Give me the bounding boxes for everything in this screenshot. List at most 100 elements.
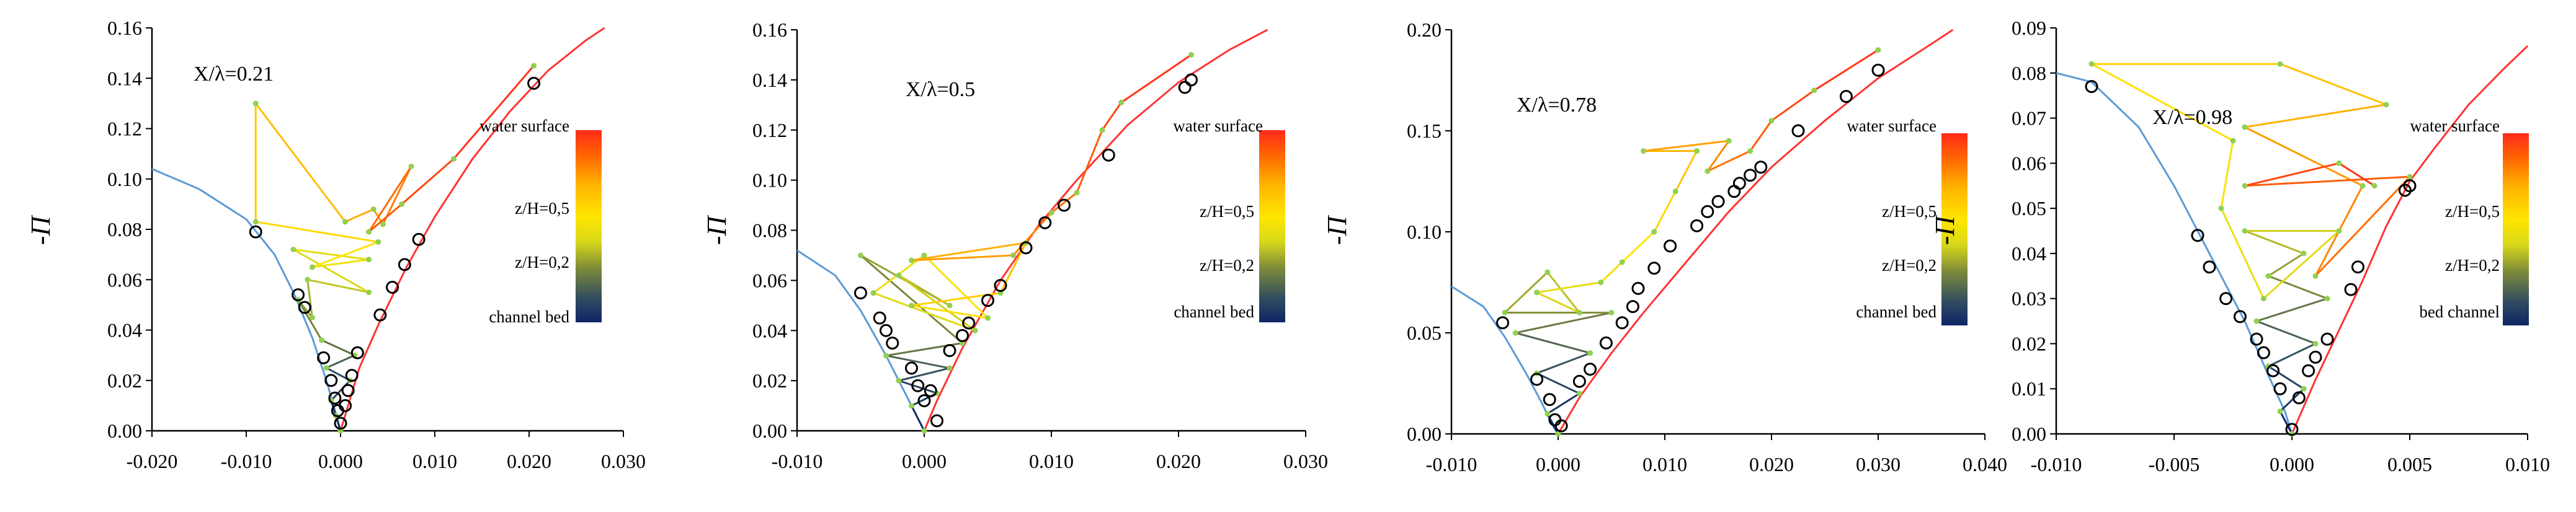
profile-point — [1641, 148, 1647, 154]
data-marker — [1572, 374, 1586, 388]
panel-title: X/λ=0.5 — [906, 78, 975, 101]
profile-point — [252, 219, 259, 225]
profile-point — [2242, 183, 2248, 189]
y-tick-label: 0.08 — [107, 218, 142, 241]
profile-point — [1587, 350, 1593, 356]
profile-point — [408, 163, 414, 169]
y-tick-label: 0.06 — [752, 269, 787, 291]
profile-point — [1619, 259, 1625, 265]
profile-point — [1555, 431, 1561, 437]
data-marker — [2266, 364, 2280, 377]
profile-segment — [293, 249, 369, 261]
data-marker — [1839, 90, 1853, 104]
x-tick-label: -0.005 — [2149, 453, 2200, 475]
profile-point — [1811, 87, 1817, 94]
profile-point — [2336, 160, 2342, 166]
colorbar-low-label: z/H=0,2 — [2445, 256, 2500, 275]
profile-segment — [326, 354, 355, 369]
data-marker — [1727, 185, 1741, 198]
data-marker — [2320, 332, 2334, 346]
profile-point — [375, 239, 381, 245]
y-tick-label: 0.09 — [2012, 17, 2046, 39]
data-marker — [854, 286, 867, 300]
profile-segment — [1600, 261, 1623, 283]
profile-segment — [911, 254, 1014, 262]
data-marker — [943, 344, 956, 358]
profile-segment — [1621, 231, 1655, 263]
y-tick-label: 0.04 — [2012, 242, 2046, 265]
profile-point — [909, 403, 914, 409]
profile-point — [1672, 188, 1678, 195]
data-marker — [2085, 80, 2098, 94]
profile-point — [896, 377, 902, 384]
panel-4: 0.00 0.01 0.02 0.03 0.04 0.05 0.06 0.07 0.08 0.09… — [1930, 17, 2550, 475]
y-tick-label: 0.02 — [2012, 332, 2046, 355]
panel-1: 0.00 0.02 0.04 0.06 0.08 0.10 0.12 0.14 0.16 -0.0… — [25, 17, 646, 472]
right-envelope-curve — [923, 29, 1268, 431]
profile-segment — [307, 278, 369, 294]
profile-point — [1875, 47, 1881, 53]
profile-point — [2324, 296, 2330, 302]
profile-point — [1747, 148, 1754, 154]
data-marker — [2302, 364, 2315, 377]
profile-segment — [293, 249, 370, 293]
profile-point — [370, 206, 377, 212]
data-marker — [373, 308, 387, 322]
profile-segment — [1536, 281, 1602, 294]
colorbar-low-label: z/H=0,2 — [1882, 256, 1936, 275]
data-marker — [527, 76, 541, 90]
x-tick-label: -0.010 — [772, 450, 823, 472]
data-marker — [930, 414, 943, 428]
profile-point — [1576, 309, 1582, 316]
y-tick-label: 0.04 — [752, 319, 787, 342]
profile-point — [2301, 250, 2307, 257]
data-marker — [2233, 310, 2247, 324]
data-marker — [249, 225, 262, 239]
profile-segment — [1546, 271, 1580, 314]
x-tick-label: 0.000 — [318, 450, 363, 472]
profile-point — [2336, 228, 2342, 234]
data-marker — [1102, 148, 1115, 162]
profile-segment — [1643, 139, 1729, 152]
profile-point — [921, 252, 927, 258]
data-marker — [2292, 391, 2306, 405]
profile-segment — [326, 367, 350, 382]
profile-point — [366, 257, 372, 263]
y-tick-label: 0.06 — [2012, 152, 2046, 174]
profile-point — [2088, 61, 2095, 67]
profile-segment — [321, 339, 355, 356]
x-tick-label: 0.020 — [507, 450, 551, 472]
profile-segment — [1674, 150, 1698, 192]
profile-segment — [401, 158, 455, 205]
data-marker — [339, 399, 352, 412]
x-tick-label: 0.000 — [902, 450, 947, 472]
data-marker — [1530, 373, 1544, 386]
colorbar-top-label: water surface — [479, 117, 569, 135]
data-marker — [994, 278, 1007, 292]
colorbar-mid-label: z/H=0,5 — [1200, 202, 1254, 221]
profile-segment — [453, 64, 535, 160]
profile-segment — [344, 208, 374, 223]
data-marker — [905, 361, 918, 375]
data-marker — [2250, 332, 2263, 346]
profile-point — [1705, 168, 1711, 174]
profile-point — [1576, 391, 1582, 397]
profile-point — [1768, 118, 1775, 124]
profile-point — [2242, 228, 2248, 234]
profile-point — [1118, 99, 1125, 105]
colorbar-top-label: water surface — [2410, 117, 2500, 135]
y-axis-label: -Π — [1930, 215, 1960, 245]
profile-point — [2265, 273, 2271, 279]
profile-point — [1512, 330, 1518, 336]
profile-point — [2242, 124, 2248, 130]
right-envelope-curve — [1557, 29, 1954, 435]
data-marker — [324, 374, 338, 387]
data-marker — [1690, 219, 1704, 232]
data-marker — [917, 394, 931, 407]
profile-point — [2277, 408, 2283, 415]
data-marker — [1732, 177, 1746, 190]
profile-point — [2312, 273, 2319, 279]
data-marker — [880, 324, 893, 337]
profile-segment — [911, 405, 925, 431]
y-tick-label: 0.01 — [2012, 377, 2046, 400]
